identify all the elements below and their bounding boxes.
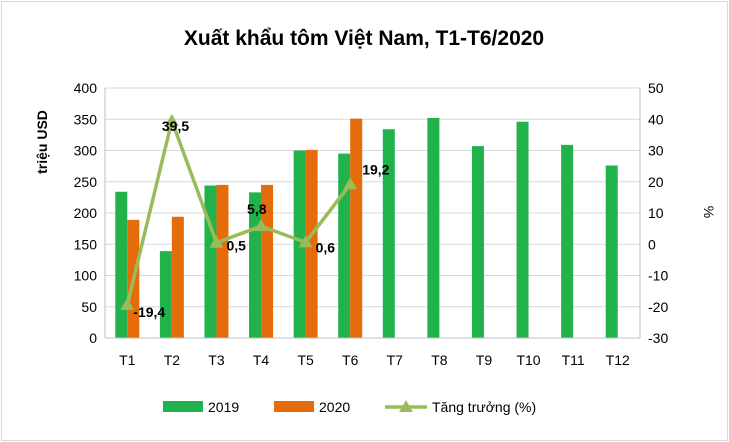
x-tick-label: T9 — [476, 352, 493, 368]
x-tick-label: T3 — [208, 352, 225, 368]
legend-label-2020: 2020 — [319, 399, 350, 415]
y-axis-right: -30 -20 -10 0 10 20 30 40 50 — [648, 80, 668, 346]
x-tick-label: T6 — [342, 352, 359, 368]
y-axis-title: triệu USD — [34, 110, 50, 174]
y2-tick-label: 50 — [648, 80, 664, 96]
legend-swatch-2019 — [163, 401, 203, 412]
y2-tick-label: 40 — [648, 111, 664, 127]
y-tick-label: 0 — [89, 330, 97, 346]
x-tick-label: T4 — [253, 352, 270, 368]
bar-2019 — [472, 146, 484, 338]
y2-tick-label: -10 — [648, 268, 668, 284]
x-tick-label: T11 — [562, 352, 585, 368]
x-tick-label: T1 — [119, 352, 136, 368]
bar-2019 — [561, 145, 573, 338]
y-tick-label: 150 — [74, 236, 98, 252]
growth-line — [120, 114, 357, 310]
growth-data-label: -19,4 — [133, 304, 165, 320]
chart-title: Xuất khẩu tôm Việt Nam, T1-T6/2020 — [184, 27, 544, 50]
x-axis: T1 T2 T3 T4 T5 T6 T7 T8 T9 T10 T11 T12 — [105, 338, 640, 368]
y-tick-label: 100 — [74, 268, 98, 284]
y-tick-label: 300 — [74, 143, 98, 159]
x-tick-label: T5 — [297, 352, 314, 368]
bar-2019 — [427, 118, 439, 338]
y-tick-label: 250 — [74, 174, 98, 190]
bar-2019 — [606, 166, 618, 339]
y2-tick-label: 0 — [648, 236, 656, 252]
bar-2019 — [517, 122, 529, 338]
growth-data-label: 39,5 — [162, 118, 189, 134]
y-tick-label: 200 — [74, 205, 98, 221]
y-axis-left: 0 50 100 150 200 250 300 350 400 — [74, 80, 98, 346]
y2-tick-label: 30 — [648, 143, 664, 159]
bar-2019 — [204, 186, 216, 339]
y2-tick-label: -20 — [648, 299, 668, 315]
x-tick-label: T12 — [606, 352, 630, 368]
y-tick-label: 50 — [81, 299, 97, 315]
bar-2020 — [350, 119, 362, 338]
legend-label-growth: Tăng trưởng (%) — [432, 399, 536, 415]
y2-tick-label: 20 — [648, 174, 664, 190]
growth-data-label: 0,5 — [226, 238, 246, 254]
legend-label-2019: 2019 — [208, 399, 239, 415]
bar-2020 — [172, 217, 184, 338]
y2-tick-label: -30 — [648, 330, 668, 346]
y2-tick-label: 10 — [648, 205, 664, 221]
y2-axis-title: % — [701, 206, 717, 218]
legend: 2019 2020 Tăng trưởng (%) — [163, 399, 536, 415]
y-tick-label: 400 — [74, 80, 98, 96]
growth-data-label: 0,6 — [316, 239, 336, 255]
bar-2020 — [216, 185, 228, 338]
y-tick-label: 350 — [74, 111, 98, 127]
x-tick-label: T10 — [516, 352, 540, 368]
growth-data-label: 5,8 — [247, 201, 267, 217]
x-tick-label: T8 — [431, 352, 448, 368]
legend-swatch-2020 — [274, 401, 314, 412]
x-tick-label: T2 — [164, 352, 181, 368]
x-tick-label: T7 — [387, 352, 404, 368]
bar-2019 — [160, 251, 172, 338]
bar-2019 — [115, 192, 127, 338]
growth-data-label: 19,2 — [362, 161, 389, 177]
